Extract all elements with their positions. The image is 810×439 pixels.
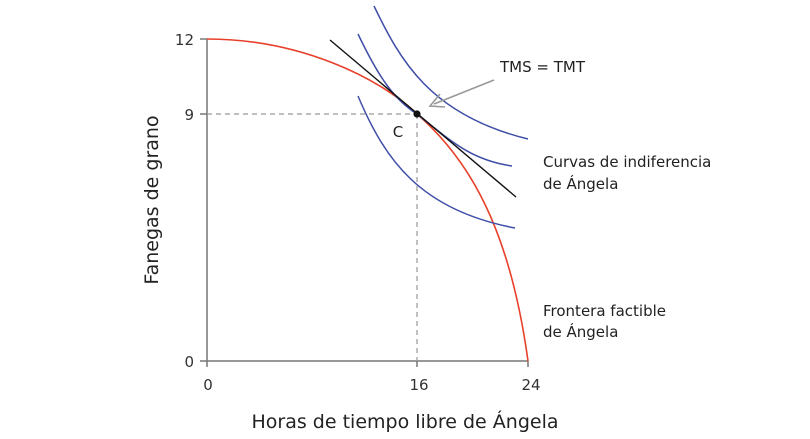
tms-tmt-label: TMS = TMT bbox=[499, 58, 586, 76]
y-tick-label-0: 0 bbox=[184, 353, 194, 371]
indifference-curves-label-line1: Curvas de indiferencia bbox=[543, 153, 711, 171]
x-tick-label-24: 24 bbox=[521, 376, 540, 394]
indifference-curve-high bbox=[373, 5, 529, 140]
arrow-line bbox=[433, 79, 495, 105]
y-axis-title: Fanegas de grano bbox=[141, 115, 163, 284]
arrow-head-icon bbox=[428, 93, 446, 108]
point-c-label: C bbox=[393, 123, 403, 141]
x-axis-title: Horas de tiempo libre de Ángela bbox=[252, 410, 559, 433]
y-tick-label-12: 12 bbox=[175, 31, 194, 49]
frontier-label-line1: Frontera factible bbox=[543, 302, 666, 320]
indifference-curve-low bbox=[357, 95, 516, 229]
x-tick-label-0: 0 bbox=[203, 376, 213, 394]
indifference-curves-label-line2: de Ángela bbox=[543, 174, 618, 193]
x-tick-label-16: 16 bbox=[409, 376, 428, 394]
feasible-frontier-curve bbox=[206, 38, 529, 362]
point-c bbox=[413, 110, 421, 118]
tangent-line bbox=[329, 39, 517, 198]
y-tick-label-9: 9 bbox=[184, 106, 194, 124]
frontier-label-line2: de Ángela bbox=[543, 322, 618, 341]
